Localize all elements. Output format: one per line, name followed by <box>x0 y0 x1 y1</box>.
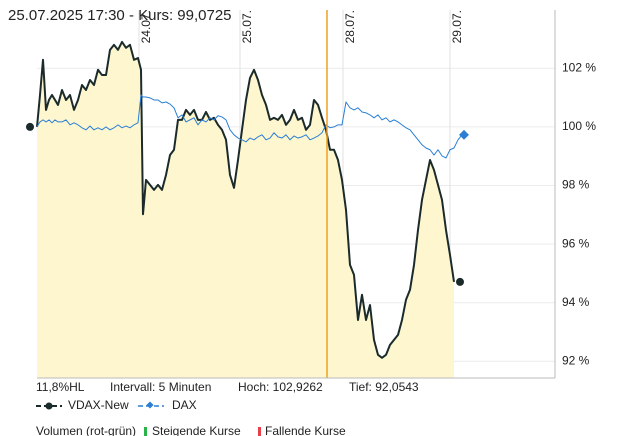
x-tick-label: 25.07. <box>240 10 254 43</box>
y-tick-label: 102 % <box>562 60 596 74</box>
volume-down-swatch <box>258 427 261 436</box>
legend-label[interactable]: VDAX-New <box>68 398 129 412</box>
end-marker <box>459 129 469 140</box>
legend-label[interactable]: DAX <box>172 398 197 412</box>
x-tick-label: 24.07. <box>139 10 153 43</box>
plot-area <box>36 10 555 378</box>
line <box>36 94 463 159</box>
x-tick-label: 28.07. <box>343 10 357 43</box>
volume-legend: Volumen (rot-grün) <box>36 424 136 436</box>
start-marker <box>26 122 34 131</box>
x-tick-label: 29.07. <box>450 10 464 43</box>
legend-symbol <box>45 402 53 410</box>
annotation: Hoch: 102,9262 <box>238 380 323 394</box>
volume-up-swatch <box>144 427 147 436</box>
y-tick-label: 92 % <box>562 353 590 367</box>
legend-symbol <box>146 401 154 409</box>
y-tick-label: 98 % <box>562 178 590 192</box>
annotation: Tief: 92,0543 <box>349 380 419 394</box>
line <box>36 40 455 359</box>
volume-legend: Fallende Kurse <box>265 424 346 436</box>
y-tick-label: 100 % <box>562 119 596 133</box>
annotation: 11,8%HL <box>36 380 85 394</box>
y-tick-label: 94 % <box>562 295 590 309</box>
y-tick-label: 96 % <box>562 236 590 250</box>
end-marker <box>456 277 464 286</box>
legend: VDAX-New DAX <box>36 398 197 412</box>
annotation: Intervall: 5 Minuten <box>110 380 211 394</box>
volume-legend: Steigende Kurse <box>152 424 241 436</box>
chart-title: 25.07.2025 17:30 - Kurs: 99,0725 <box>8 7 232 24</box>
area <box>37 41 454 378</box>
